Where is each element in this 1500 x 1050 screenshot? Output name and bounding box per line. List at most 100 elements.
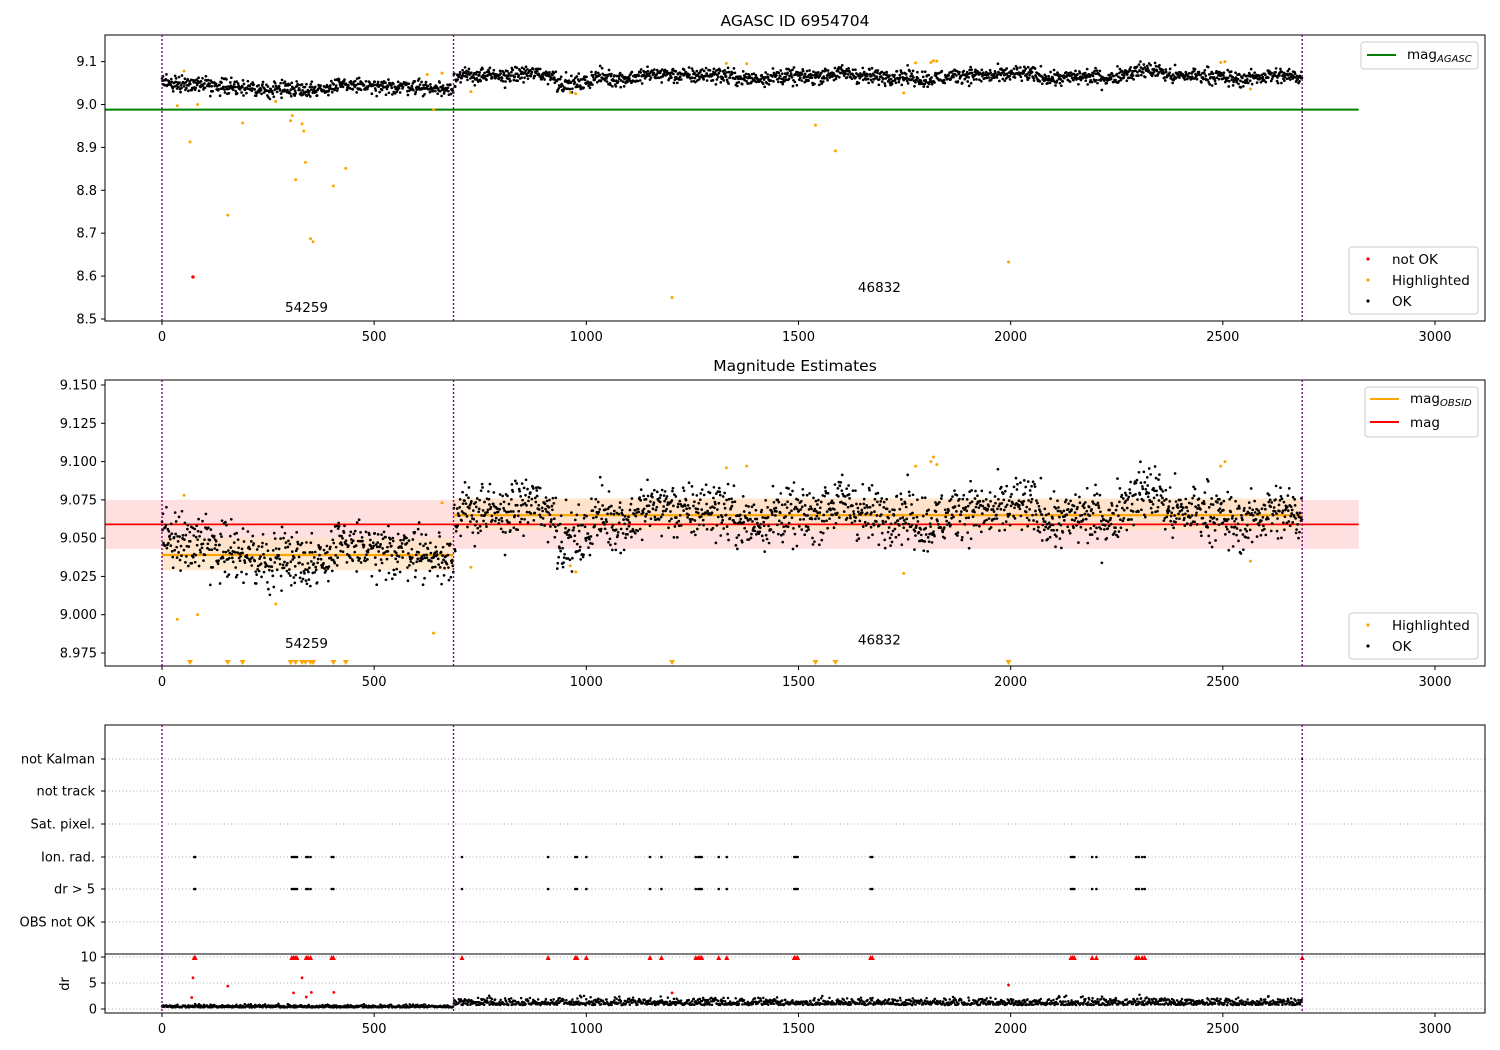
ok-point (1210, 497, 1214, 500)
ok-point (339, 541, 343, 544)
ok-point (1079, 525, 1083, 529)
ok-point (609, 543, 612, 547)
ok-point (319, 84, 322, 87)
ok-point (1235, 533, 1238, 537)
ok-point (1027, 71, 1031, 74)
ok-point (766, 73, 769, 76)
ok-point (609, 83, 612, 87)
ok-point (927, 73, 930, 77)
ok-point (1084, 79, 1088, 83)
ok-point (832, 526, 836, 530)
ok-point (886, 530, 890, 534)
ok-point (1124, 493, 1128, 497)
ok-point (1270, 501, 1274, 504)
ok-point (411, 562, 415, 565)
ok-point (531, 67, 535, 71)
ok-point (706, 509, 709, 513)
ok-point (1068, 531, 1072, 535)
ok-point (201, 542, 205, 546)
ok-point (208, 82, 212, 85)
dr-gt5-flag (1073, 887, 1076, 891)
highlighted-point (1007, 260, 1011, 264)
ok-point (561, 546, 564, 550)
ok-point (1076, 73, 1079, 76)
ok-point (220, 535, 223, 538)
ok-point (634, 514, 638, 518)
ok-point (840, 473, 844, 477)
ok-point (458, 498, 462, 501)
ok-point (838, 484, 842, 488)
ion-rad-flag (193, 855, 197, 859)
dr-gt5-flag (648, 887, 652, 891)
ok-point (1281, 509, 1285, 513)
ok-point (834, 521, 838, 525)
ok-point (1154, 64, 1158, 68)
ok-point (281, 563, 285, 567)
ok-point (271, 574, 275, 578)
ok-point (847, 484, 850, 487)
ok-point (487, 497, 491, 501)
ok-point (653, 68, 656, 71)
ok-point (627, 515, 630, 519)
ok-point (504, 80, 507, 83)
ok-point (261, 532, 265, 536)
ok-point (307, 578, 311, 581)
ok-point (643, 519, 647, 523)
ok-point (1143, 481, 1147, 484)
ok-point (1119, 526, 1123, 530)
ok-point (362, 543, 366, 547)
ok-point (924, 533, 928, 536)
y-tick-label: 8.5 (76, 313, 97, 328)
ok-point (548, 71, 551, 74)
ok-point (463, 481, 467, 484)
ok-point (900, 83, 904, 87)
ok-point (930, 516, 933, 520)
ion-rad-flag (694, 855, 698, 859)
ok-point (1044, 513, 1048, 517)
ok-point (614, 528, 618, 532)
ok-point (1137, 510, 1140, 513)
ok-point (351, 88, 355, 91)
ion-rad-flag (717, 855, 721, 859)
ok-point (817, 83, 821, 87)
ok-point (1048, 81, 1052, 85)
ok-point (694, 533, 697, 537)
ok-point (1077, 82, 1080, 86)
ok-point (1241, 533, 1245, 536)
ok-point (1110, 72, 1114, 76)
ion-rad-flag (306, 855, 310, 859)
ok-point (1294, 517, 1297, 520)
ok-point (204, 512, 208, 516)
ok-point (246, 79, 250, 83)
ok-point (502, 500, 506, 504)
ok-point (579, 558, 583, 561)
ok-point (425, 553, 428, 557)
ok-point (970, 71, 974, 75)
ok-point (187, 89, 190, 93)
ok-point (966, 80, 970, 83)
ok-point (943, 536, 947, 540)
ok-point (623, 77, 626, 81)
ok-point (861, 66, 865, 70)
ok-point (1002, 508, 1006, 512)
ok-point (1169, 514, 1173, 518)
dr-gt5-flag (700, 887, 704, 891)
ok-point (327, 565, 331, 568)
ok-point (423, 576, 426, 580)
ok-point (416, 527, 420, 531)
ok-point (810, 76, 814, 80)
ok-point (439, 550, 443, 554)
ok-point (1220, 501, 1223, 505)
ok-point (943, 508, 947, 512)
ok-point (436, 574, 440, 578)
ok-point (1039, 476, 1043, 480)
ok-point (984, 70, 988, 74)
ok-point (1270, 77, 1274, 81)
ok-point (1280, 497, 1284, 501)
ok-point (500, 516, 503, 520)
ok-point (391, 539, 395, 543)
ok-point (1222, 71, 1226, 75)
ok-point (996, 467, 1000, 471)
ok-point (910, 77, 914, 81)
ok-point (336, 556, 340, 559)
